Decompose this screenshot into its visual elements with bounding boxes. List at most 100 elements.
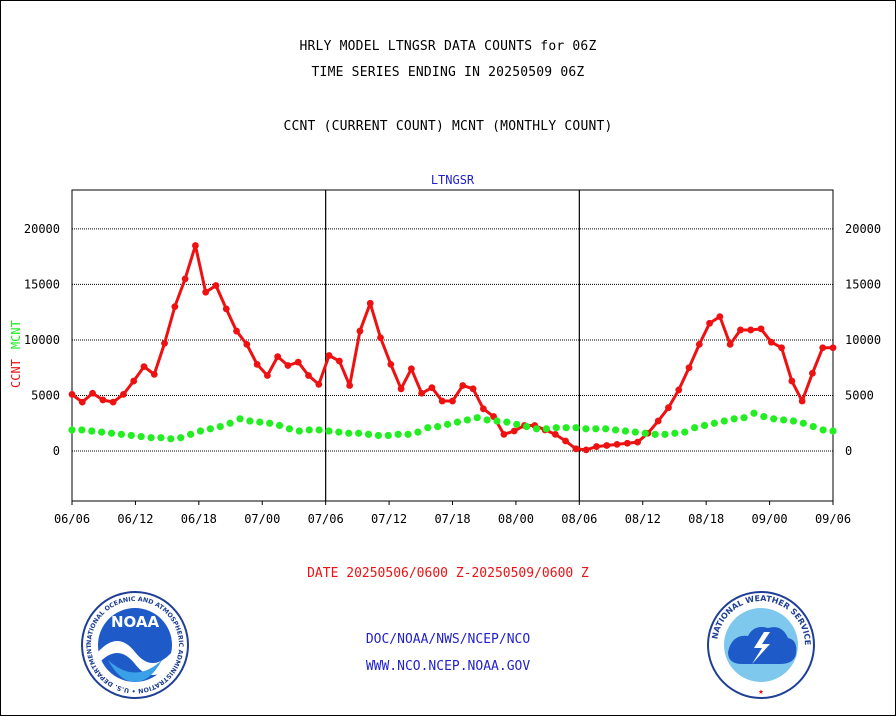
x-tick-label: 07/00 bbox=[244, 512, 280, 526]
data-point-ccnt bbox=[274, 353, 282, 361]
data-point-ccnt bbox=[479, 405, 487, 413]
data-point-ccnt bbox=[315, 380, 323, 388]
data-point-ccnt bbox=[181, 275, 189, 283]
data-point-ccnt bbox=[99, 396, 107, 404]
data-point-ccnt bbox=[387, 360, 395, 368]
y-tick-label-left: 0 bbox=[53, 444, 60, 458]
date-range-label: DATE 20250506/0600 Z-20250509/0600 Z bbox=[307, 566, 589, 581]
data-point-mcnt bbox=[325, 427, 333, 435]
line-chart: LTNGSR 0 0 5000 5000 10000 10000 15000 15000 2000… bbox=[9, 173, 881, 526]
data-point-mcnt bbox=[513, 420, 521, 428]
data-point-ccnt bbox=[192, 242, 199, 249]
data-point-mcnt bbox=[700, 421, 709, 430]
data-point-mcnt bbox=[611, 426, 620, 434]
data-point-mcnt bbox=[770, 415, 778, 423]
x-tick-label: 07/06 bbox=[308, 512, 344, 526]
data-point-ccnt bbox=[294, 358, 302, 366]
x-tick-label: 06/06 bbox=[54, 512, 90, 526]
data-point-mcnt bbox=[651, 430, 659, 438]
data-point-ccnt bbox=[253, 360, 261, 368]
y-tick-label-right: 0 bbox=[845, 444, 852, 458]
data-point-mcnt bbox=[621, 427, 630, 435]
data-point-ccnt bbox=[377, 334, 384, 342]
data-point-ccnt bbox=[593, 443, 600, 450]
data-point-mcnt bbox=[355, 429, 363, 437]
data-point-ccnt bbox=[325, 352, 333, 359]
data-point-ccnt bbox=[140, 363, 148, 371]
data-point-ccnt bbox=[767, 338, 775, 346]
data-point-ccnt bbox=[726, 340, 734, 348]
data-point-ccnt bbox=[634, 438, 642, 446]
website-label: WWW.NCO.NCEP.NOAA.GOV bbox=[365, 659, 531, 674]
data-point-mcnt bbox=[523, 422, 531, 431]
data-point-mcnt bbox=[473, 414, 481, 422]
data-point-ccnt bbox=[243, 340, 251, 348]
data-point-mcnt bbox=[809, 422, 817, 431]
x-tick-label: 08/00 bbox=[498, 512, 534, 526]
y-tick-label-left: 5000 bbox=[31, 388, 60, 402]
data-point-ccnt bbox=[572, 445, 580, 453]
data-point-ccnt bbox=[778, 344, 785, 352]
data-point-mcnt bbox=[602, 425, 610, 433]
plot-border bbox=[71, 189, 834, 502]
x-tick-label: 06/18 bbox=[181, 512, 217, 526]
data-point-mcnt bbox=[256, 418, 264, 426]
x-tick-label: 08/06 bbox=[561, 512, 597, 526]
data-point-mcnt bbox=[414, 428, 422, 436]
data-point-ccnt bbox=[346, 382, 354, 389]
x-tick-label: 08/12 bbox=[625, 512, 661, 526]
data-point-mcnt bbox=[335, 428, 343, 436]
data-point-mcnt bbox=[364, 430, 373, 438]
noaa-logo: NOAA NATIONAL OCEANIC AND ATMOSPHERIC AD… bbox=[80, 590, 189, 699]
y-tick-label-left: 20000 bbox=[24, 222, 60, 236]
data-point-ccnt bbox=[449, 397, 456, 405]
data-point-mcnt bbox=[631, 428, 639, 436]
data-point-mcnt bbox=[671, 429, 679, 437]
data-point-ccnt bbox=[798, 397, 806, 405]
panel-title: LTNGSR bbox=[431, 173, 475, 187]
chart-title-line-1: HRLY MODEL LTNGSR DATA COUNTS for 06Z bbox=[299, 39, 597, 54]
data-point-ccnt bbox=[397, 385, 405, 393]
data-point-mcnt bbox=[305, 426, 313, 434]
data-point-ccnt bbox=[78, 398, 86, 406]
data-point-mcnt bbox=[107, 429, 116, 437]
chart-title-line-3: CCNT (CURRENT COUNT) MCNT (MONTHLY COUNT… bbox=[283, 119, 613, 134]
x-tick-label: 07/18 bbox=[434, 512, 470, 526]
org-path-label: DOC/NOAA/NWS/NCEP/NCO bbox=[365, 632, 531, 647]
data-point-mcnt bbox=[266, 419, 274, 427]
data-point-ccnt bbox=[305, 372, 312, 379]
data-point-mcnt bbox=[592, 425, 600, 433]
data-point-ccnt bbox=[675, 386, 683, 394]
x-tick-label: 09/00 bbox=[752, 512, 788, 526]
data-point-mcnt bbox=[206, 425, 214, 433]
data-point-mcnt bbox=[285, 425, 294, 433]
data-point-ccnt bbox=[212, 282, 220, 289]
data-point-mcnt bbox=[720, 417, 728, 425]
data-point-ccnt bbox=[685, 364, 693, 372]
data-point-mcnt bbox=[157, 434, 165, 442]
data-point-mcnt bbox=[404, 430, 412, 438]
data-point-ccnt bbox=[418, 389, 426, 397]
data-point-mcnt bbox=[572, 424, 580, 432]
data-point-ccnt bbox=[161, 339, 168, 347]
data-point-ccnt bbox=[623, 439, 631, 447]
data-point-mcnt bbox=[582, 425, 590, 433]
data-point-mcnt bbox=[434, 422, 442, 431]
data-point-ccnt bbox=[89, 389, 96, 397]
data-point-mcnt bbox=[552, 424, 560, 432]
data-point-mcnt bbox=[779, 416, 788, 424]
data-point-ccnt bbox=[500, 430, 508, 438]
x-tick-label: 08/18 bbox=[688, 512, 724, 526]
data-point-mcnt bbox=[760, 412, 768, 421]
noaa-logo-text: NOAA bbox=[111, 613, 160, 631]
data-point-mcnt bbox=[127, 431, 135, 440]
data-point-mcnt bbox=[453, 418, 462, 426]
data-point-mcnt bbox=[68, 426, 76, 434]
data-point-ccnt bbox=[737, 326, 744, 334]
data-point-mcnt bbox=[315, 426, 323, 434]
data-point-mcnt bbox=[710, 419, 719, 427]
data-point-mcnt bbox=[186, 430, 195, 438]
data-point-ccnt bbox=[428, 384, 436, 392]
data-point-mcnt bbox=[374, 431, 382, 440]
data-point-ccnt bbox=[665, 404, 672, 412]
